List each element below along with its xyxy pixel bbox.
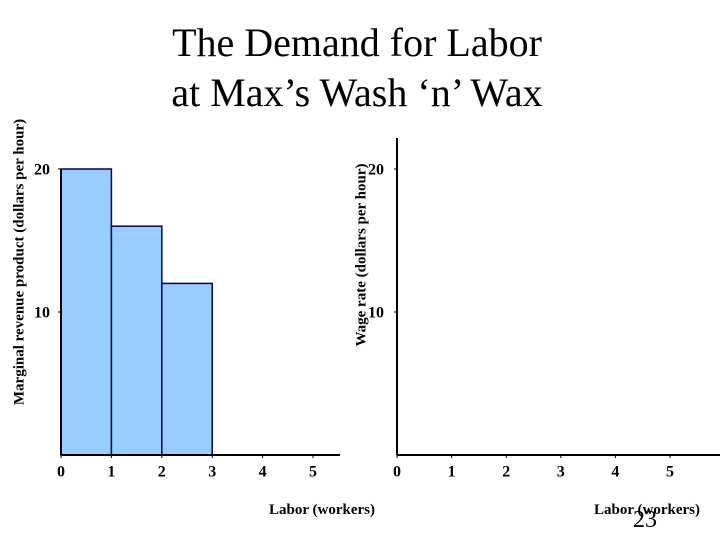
x-tick-label: 5 (666, 464, 674, 481)
title-line: The Demand for Labor (172, 20, 542, 65)
x-tick-label: 1 (448, 464, 456, 481)
y-axis-label: Wage rate (dollars per hour) (353, 163, 369, 346)
x-tick-label: 2 (502, 464, 510, 481)
x-tick-label: 4 (611, 464, 619, 481)
x-axis-label: Labor (workers) (269, 502, 375, 518)
title-line: at Max’s Wash ‘n’ Wax (171, 70, 542, 115)
x-tick-label: 0 (393, 464, 401, 481)
x-axis-label: Labor (workers) (594, 502, 700, 518)
x-tick-label: 0 (57, 464, 65, 481)
x-tick-label: 3 (557, 464, 565, 481)
y-tick-label: 20 (368, 162, 384, 179)
x-tick-label: 2 (158, 464, 166, 481)
x-tick-label: 4 (259, 464, 267, 481)
x-tick-label: 5 (309, 464, 317, 481)
y-tick-label: 10 (34, 305, 50, 322)
bar (161, 282, 213, 456)
y-tick-label: 10 (368, 305, 384, 322)
page-number: 23 (633, 507, 657, 533)
x-tick-label: 1 (107, 464, 115, 481)
y-axis-label: Marginal revenue product (dollars per ho… (11, 119, 27, 405)
y-tick-label: 20 (34, 162, 50, 179)
bar (60, 168, 113, 456)
x-tick-label: 3 (208, 464, 216, 481)
bar (110, 225, 163, 456)
